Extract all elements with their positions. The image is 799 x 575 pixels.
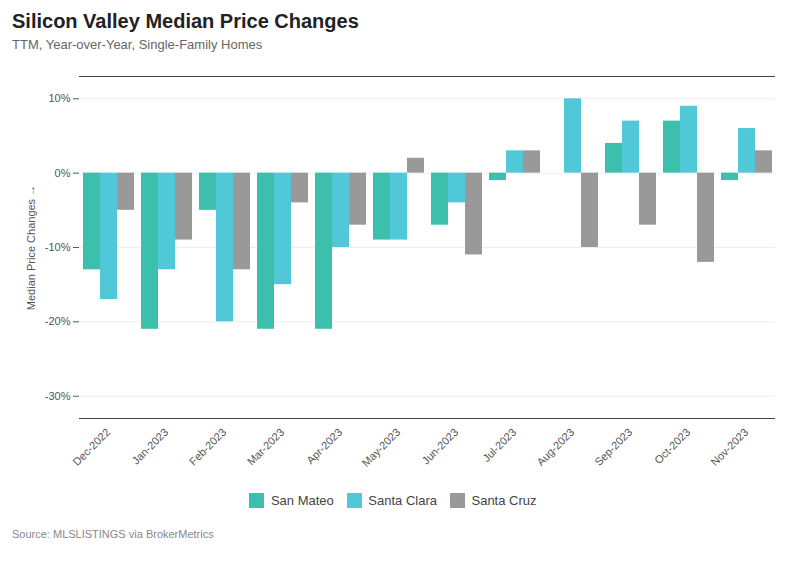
html-text:Source: MLSLISTINGS via Broker: Source: MLSLISTINGS via BrokerMetrics	[12, 527, 214, 540]
svg-text:Feb-2023: Feb-2023	[187, 426, 229, 468]
svg-text:Dec-2022: Dec-2022	[70, 426, 112, 468]
html-text:Santa Clara: Santa Clara	[368, 493, 437, 508]
svg-text:May-2023: May-2023	[359, 426, 402, 469]
svg-text:Sep-2023: Sep-2023	[592, 426, 634, 468]
svg-text:Oct-2023: Oct-2023	[652, 426, 692, 466]
svg-text:Apr-2023: Apr-2023	[304, 426, 344, 466]
svg-text:Jul-2023: Jul-2023	[480, 426, 518, 464]
svg-text:Nov-2023: Nov-2023	[708, 426, 750, 468]
svg-text:Median Price Changes →: Median Price Changes →	[25, 185, 37, 310]
html-text:TTM, Year-over-Year, Single-Fa: TTM, Year-over-Year, Single-Family Homes	[12, 37, 263, 52]
svg-text:Aug-2023: Aug-2023	[534, 426, 576, 468]
svg-text:0%: 0%	[55, 167, 71, 179]
svg-text:-10%: -10%	[45, 241, 71, 253]
svg-text:-30%: -30%	[45, 390, 71, 402]
svg-text:Jan-2023: Jan-2023	[129, 426, 170, 467]
html-text:Santa Cruz: Santa Cruz	[471, 493, 537, 508]
svg-text:-20%: -20%	[45, 315, 71, 327]
svg-text:Mar-2023: Mar-2023	[245, 426, 287, 468]
html-text:Silicon Valley Median Price Ch: Silicon Valley Median Price Changes	[12, 10, 359, 32]
svg-text:10%: 10%	[48, 92, 70, 104]
svg-text:Jun-2023: Jun-2023	[419, 426, 460, 467]
html-text:San Mateo: San Mateo	[271, 493, 334, 508]
